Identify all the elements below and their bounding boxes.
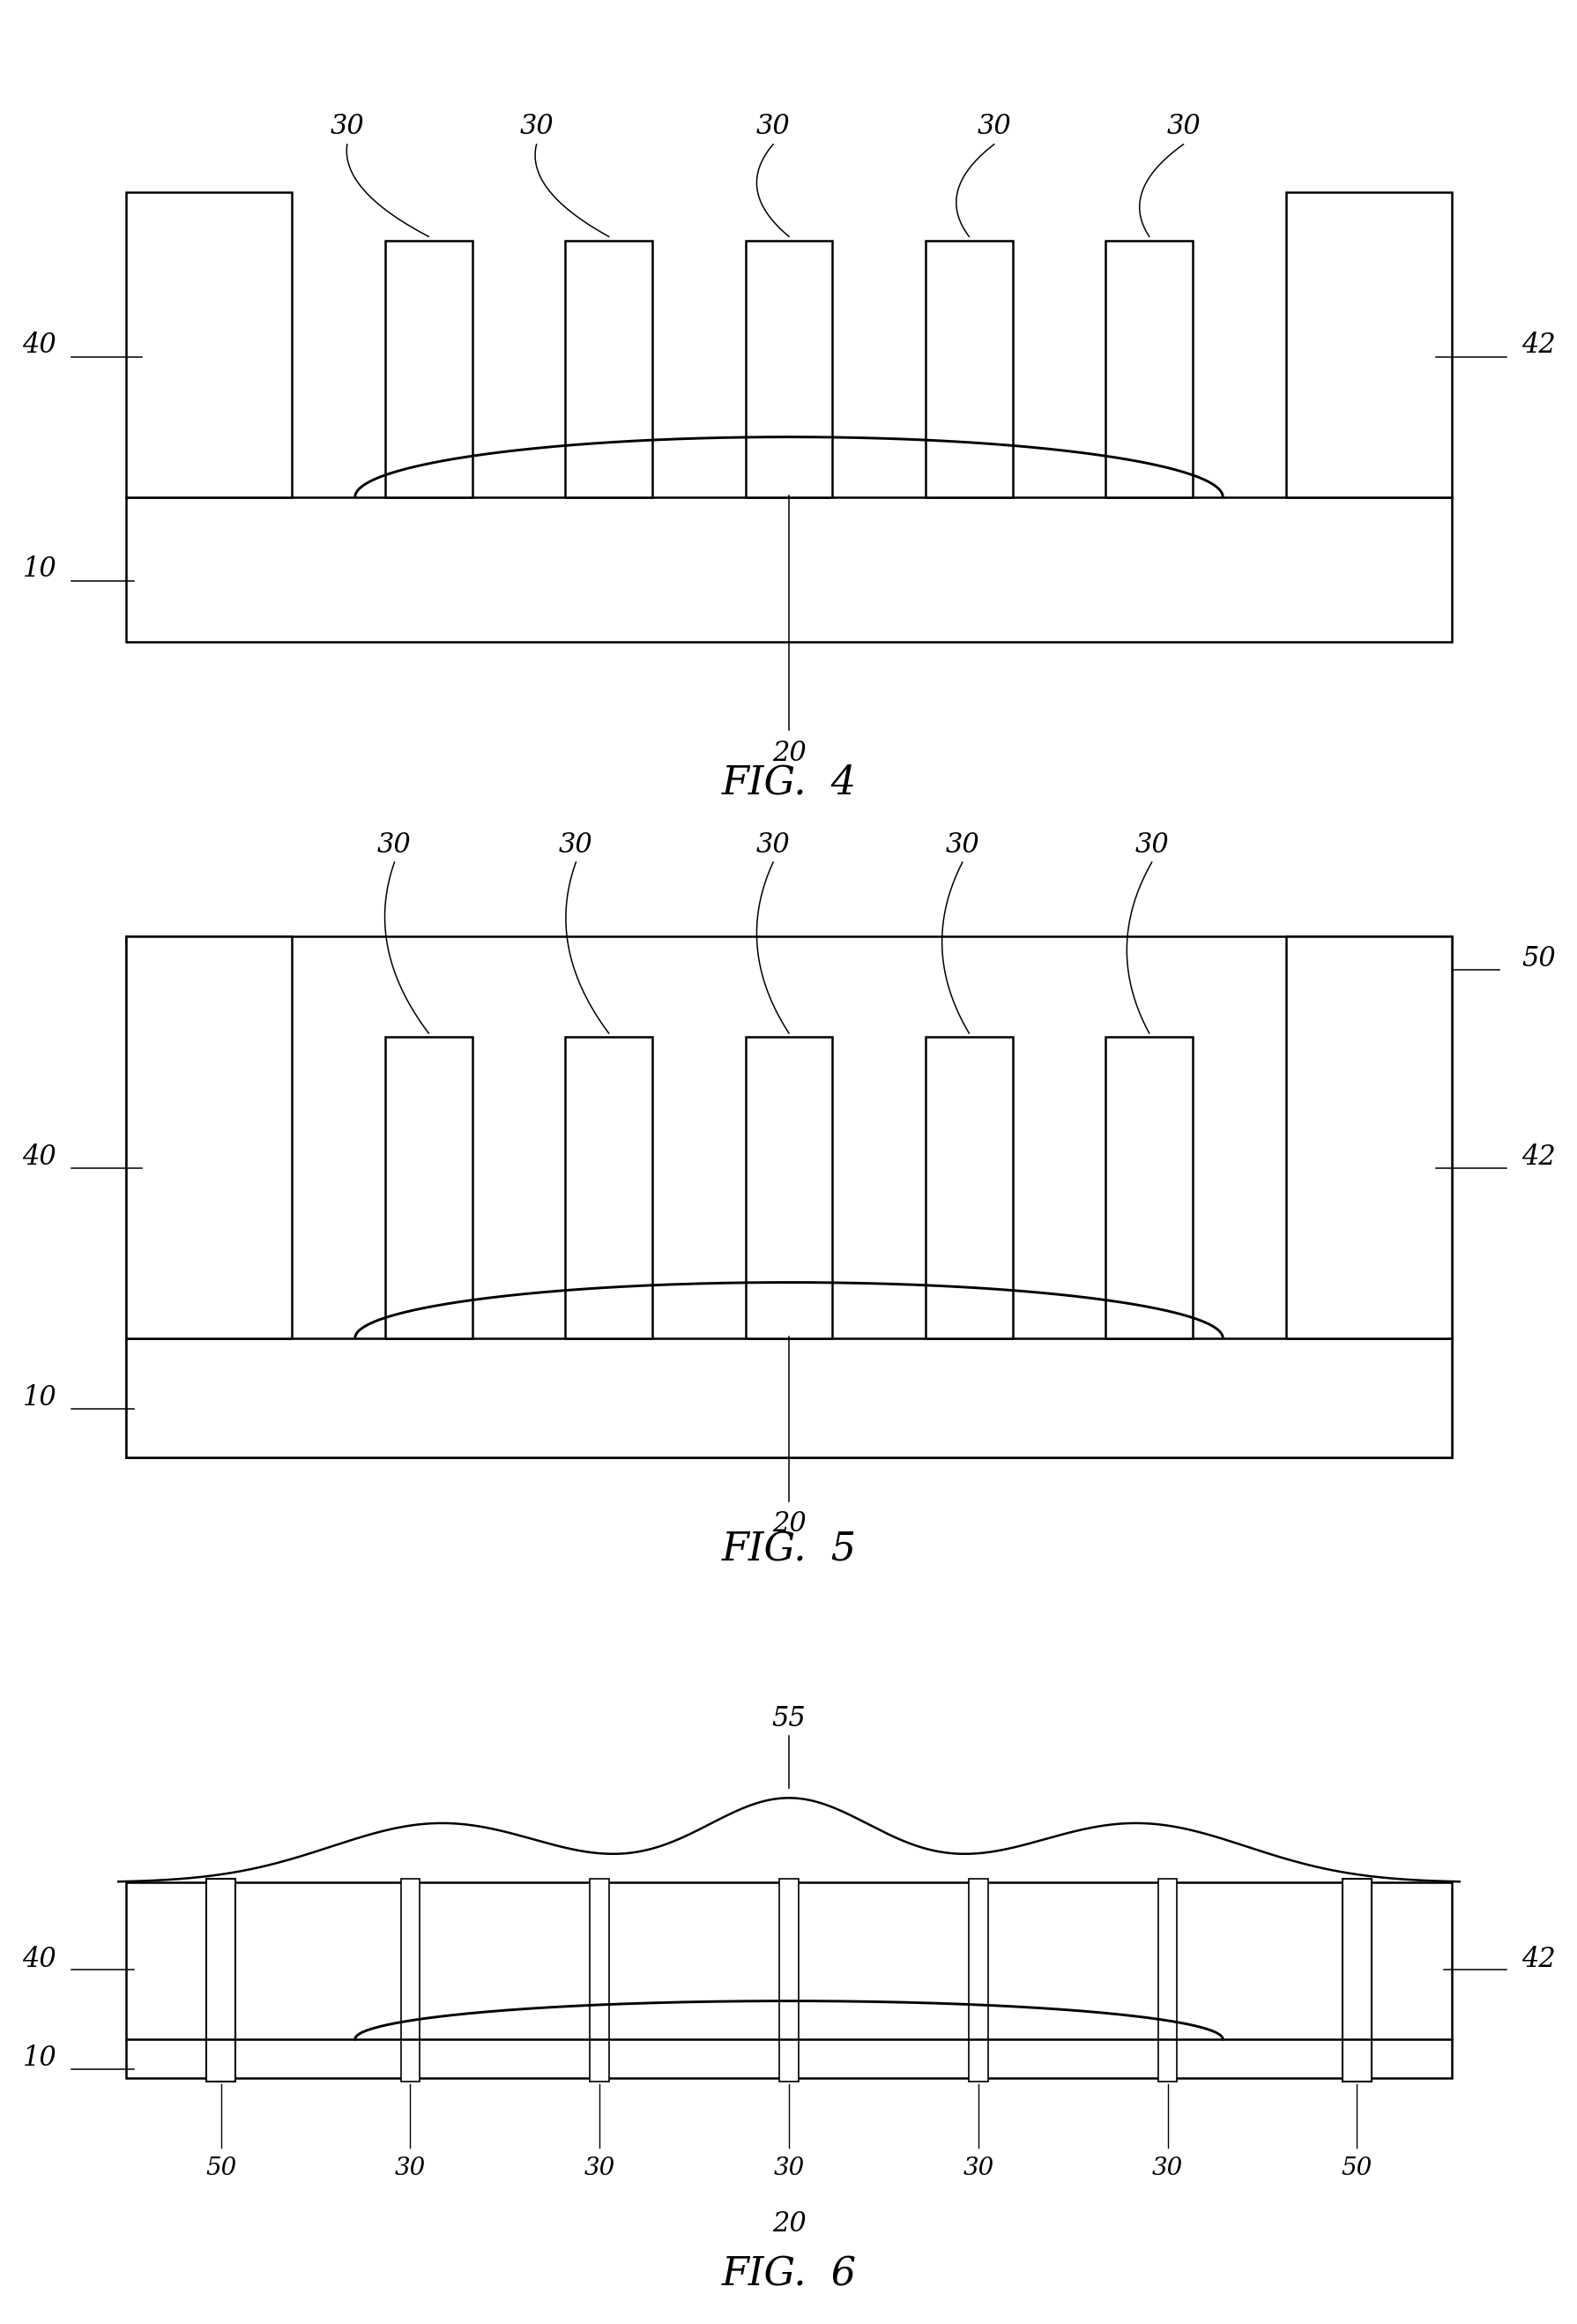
Bar bbox=[779, 1878, 798, 2082]
Text: 30: 30 bbox=[755, 832, 790, 858]
Bar bbox=[126, 1882, 1451, 2078]
Text: 30: 30 bbox=[330, 114, 364, 139]
Bar bbox=[926, 239, 1012, 497]
Text: 42: 42 bbox=[1520, 1143, 1555, 1171]
Text: FIG.  4: FIG. 4 bbox=[721, 765, 856, 802]
Bar bbox=[385, 239, 472, 497]
Text: 20: 20 bbox=[771, 739, 806, 767]
Text: 42: 42 bbox=[1520, 1945, 1555, 1973]
Text: 55: 55 bbox=[771, 1706, 806, 1731]
Bar bbox=[1285, 937, 1451, 1339]
Bar bbox=[968, 1878, 987, 2082]
Text: 10: 10 bbox=[22, 1385, 57, 1411]
Text: FIG.  6: FIG. 6 bbox=[721, 2257, 856, 2294]
Text: 10: 10 bbox=[22, 2045, 57, 2073]
Text: 30: 30 bbox=[1134, 832, 1169, 858]
Bar bbox=[565, 239, 651, 497]
Text: 30: 30 bbox=[773, 2157, 804, 2180]
Text: 50: 50 bbox=[205, 2157, 237, 2180]
Bar bbox=[126, 193, 292, 497]
Text: 30: 30 bbox=[519, 114, 554, 139]
Bar bbox=[1285, 193, 1451, 497]
Text: FIG.  5: FIG. 5 bbox=[721, 1532, 856, 1569]
Bar bbox=[126, 497, 1451, 641]
Text: 20: 20 bbox=[771, 1511, 806, 1538]
Text: 30: 30 bbox=[558, 832, 593, 858]
Bar bbox=[1105, 239, 1192, 497]
Text: 30: 30 bbox=[976, 114, 1011, 139]
Bar bbox=[1158, 1878, 1176, 2082]
Text: 42: 42 bbox=[1520, 330, 1555, 358]
Bar bbox=[126, 1339, 1451, 1457]
Bar bbox=[746, 1037, 833, 1339]
Text: 30: 30 bbox=[394, 2157, 426, 2180]
Text: 30: 30 bbox=[755, 114, 790, 139]
Text: 50: 50 bbox=[1520, 946, 1555, 971]
Text: 50: 50 bbox=[1340, 2157, 1372, 2180]
Text: 30: 30 bbox=[377, 832, 412, 858]
Text: 30: 30 bbox=[1151, 2157, 1183, 2180]
Bar bbox=[126, 937, 292, 1339]
Bar bbox=[565, 1037, 651, 1339]
Bar bbox=[207, 1878, 235, 2082]
Text: 40: 40 bbox=[22, 1143, 57, 1171]
Text: 40: 40 bbox=[22, 330, 57, 358]
Bar bbox=[126, 937, 1451, 1457]
Text: 30: 30 bbox=[945, 832, 979, 858]
Bar bbox=[385, 1037, 472, 1339]
Bar bbox=[1105, 1037, 1192, 1339]
Bar bbox=[590, 1878, 609, 2082]
Text: 20: 20 bbox=[771, 2210, 806, 2238]
Text: 30: 30 bbox=[1165, 114, 1200, 139]
Text: 30: 30 bbox=[583, 2157, 615, 2180]
Bar bbox=[1342, 1878, 1370, 2082]
Bar bbox=[926, 1037, 1012, 1339]
Text: 30: 30 bbox=[962, 2157, 994, 2180]
Text: 40: 40 bbox=[22, 1945, 57, 1973]
Bar bbox=[746, 239, 833, 497]
Bar bbox=[401, 1878, 419, 2082]
Text: 10: 10 bbox=[22, 555, 57, 583]
